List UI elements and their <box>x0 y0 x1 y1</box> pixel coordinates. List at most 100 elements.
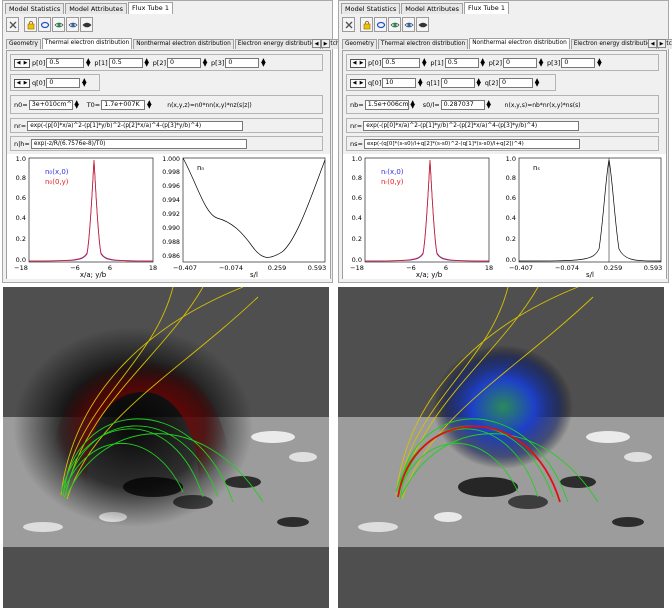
t0-field[interactable]: 1.7e+007K <box>101 100 146 110</box>
ns-formula-field[interactable]: exp(-(q[0]*(s-s0)/l+q[2]*(s-s0)^2-(q[1]*… <box>363 139 580 149</box>
q2-spinner[interactable]: ▲ ▼ <box>534 77 540 88</box>
nr-formula-field[interactable]: exp(-(p[0]*x/a)^2-(p[1]*y/b)^2-(p[2]*x/a… <box>27 121 244 131</box>
tab-model-statistics[interactable]: Model Statistics <box>5 3 65 14</box>
p-arrows-button[interactable]: ◀ ▶ <box>350 58 366 68</box>
eye-tool-button-2[interactable] <box>66 17 79 32</box>
close-tool-button[interactable] <box>6 17 19 32</box>
plot2-xtick: 0.259 <box>268 264 287 272</box>
nonthermal-source <box>433 345 573 469</box>
plot2-xlabel: s/l <box>586 271 594 279</box>
p3-field[interactable]: 0 <box>561 58 596 68</box>
plot1-yticks: 0.0 0.2 0.4 0.6 0.8 1.0 <box>16 155 26 264</box>
tab-energy[interactable]: Electron energy distribution <box>570 39 658 49</box>
p0-spinner[interactable]: ▲ ▼ <box>86 57 91 68</box>
tab-flux-tube[interactable]: Flux Tube 1 <box>127 2 173 14</box>
p0-spinner[interactable]: ▲ ▼ <box>422 57 427 68</box>
q0-spinner[interactable]: ▲ ▼ <box>82 77 87 88</box>
nr-formula-field[interactable]: exp(-(p[0]*x/a)^2-(p[1]*y/b)^2-(p[2]*x/a… <box>363 121 580 131</box>
p2-spinner[interactable]: ▲ ▼ <box>538 57 544 68</box>
tab-nonthermal[interactable]: Nonthermal electron distribution <box>133 39 234 49</box>
q0-spinner[interactable]: ▲ ▼ <box>418 77 423 88</box>
p2-field[interactable]: 0 <box>167 58 202 68</box>
p1-label: p[1] <box>94 59 108 67</box>
p3-spinner[interactable]: ▲ ▼ <box>597 57 602 68</box>
n0-spinner[interactable]: ▲ ▼ <box>74 99 80 110</box>
plot1-xticks: −18 −6 6 18 <box>14 264 157 272</box>
eye-closed-tool-button[interactable] <box>416 17 429 32</box>
plot1-xtick: 6 <box>444 264 448 272</box>
q2-field[interactable]: 0 <box>499 78 534 88</box>
tab-scroll: ◀ ▶ <box>648 39 666 48</box>
plot2-xlabel: s/l <box>250 271 258 279</box>
nz-formula-field[interactable]: exp(-z/R/(6.7576e-8)/T0) <box>30 139 247 149</box>
q0-label: q[0] <box>368 79 382 87</box>
p3-spinner[interactable]: ▲ ▼ <box>261 57 266 68</box>
p3-label: p[3] <box>211 59 225 67</box>
tab-geometry[interactable]: Geometry <box>342 39 377 49</box>
nz-formula-group: n|h= exp(-z/R/(6.7576e-8)/T0) <box>10 136 323 151</box>
scroll-right-icon[interactable]: ▶ <box>657 39 666 48</box>
q0-field[interactable]: 10 <box>382 78 417 88</box>
tab-energy[interactable]: Electron energy distribution <box>234 39 322 49</box>
s0-spinner[interactable]: ▲ ▼ <box>486 99 491 110</box>
plot2-ytick: 0.8 <box>506 174 516 182</box>
lock-icon <box>363 20 370 29</box>
plot1-ytick: 1.0 <box>16 155 26 163</box>
tab-nonthermal[interactable]: Nonthermal electron distribution <box>469 38 570 49</box>
tab-thermal[interactable]: Thermal electron distribution <box>377 39 469 49</box>
yellow-field-lines <box>60 287 259 500</box>
tab-model-statistics[interactable]: Model Statistics <box>341 3 401 14</box>
p1-spinner[interactable]: ▲ ▼ <box>144 57 149 68</box>
p2-field[interactable]: 0 <box>503 58 538 68</box>
plot1-ytick: 0.6 <box>16 194 26 202</box>
density-relation: n(x,y,z)=n0*nn(x,y)*nz(s|z|) <box>167 101 252 109</box>
tab-model-attributes[interactable]: Model Attributes <box>65 3 127 14</box>
tab-geometry[interactable]: Geometry <box>6 39 41 49</box>
p3-field[interactable]: 0 <box>225 58 260 68</box>
plot1-xtick: −6 <box>70 264 80 272</box>
s0-field[interactable]: 0.287037 <box>440 100 485 110</box>
tab-thermal[interactable]: Thermal electron distribution <box>41 38 133 49</box>
scroll-right-icon[interactable]: ▶ <box>321 39 330 48</box>
n0-field[interactable]: 3e+010cm^-3 <box>28 100 73 110</box>
scroll-left-icon[interactable]: ◀ <box>648 39 657 48</box>
nb-spinner[interactable]: ▲ ▼ <box>410 99 416 110</box>
p0-field[interactable]: 0.5 <box>382 58 421 68</box>
close-tool-button[interactable] <box>342 17 355 32</box>
loop-tool-button[interactable] <box>374 17 387 32</box>
p1-field[interactable]: 0.5 <box>108 58 143 68</box>
p-arrows-button[interactable]: ◀ ▶ <box>14 58 30 68</box>
lock-tool-button[interactable] <box>24 17 37 32</box>
plot2-ytick: 0.986 <box>162 253 180 260</box>
p1-spinner[interactable]: ▲ ▼ <box>480 57 485 68</box>
lock-tool-button[interactable] <box>360 17 373 32</box>
eye-closed-tool-button[interactable] <box>80 17 93 32</box>
plot1-ytick: 0.0 <box>352 256 362 264</box>
p2-spinner[interactable]: ▲ ▼ <box>202 57 208 68</box>
loop-icon <box>376 21 385 28</box>
scroll-left-icon[interactable]: ◀ <box>312 39 321 48</box>
t0-spinner[interactable]: ▲ ▼ <box>146 99 152 110</box>
plot2-xtick: −0.074 <box>555 264 579 272</box>
p0-field[interactable]: 0.5 <box>46 58 85 68</box>
loop-tool-button[interactable] <box>38 17 51 32</box>
q0-field[interactable]: 0 <box>46 78 81 88</box>
close-icon <box>9 21 16 28</box>
q-arrows-button[interactable]: ◀ ▶ <box>350 78 366 88</box>
q-params-group: ◀ ▶ q[0] 10 ▲ ▼ q[1] 0 ▲ ▼ q[2] 0 ▲ ▼ <box>346 74 556 91</box>
q1-spinner[interactable]: ▲ ▼ <box>476 77 481 88</box>
p1-field[interactable]: 0.5 <box>444 58 479 68</box>
top-tabs: Model Statistics Model Attributes Flux T… <box>5 2 174 15</box>
eye-tool-button-2[interactable] <box>402 17 415 32</box>
nr-formula-group: nr= exp(-(p[0]*x/a)^2-(p[1]*y/b)^2-(p[2]… <box>10 118 323 133</box>
eye-tool-button-1[interactable] <box>52 17 65 32</box>
tab-flux-tube[interactable]: Flux Tube 1 <box>463 2 509 14</box>
eye-tool-button-1[interactable] <box>388 17 401 32</box>
q1-field[interactable]: 0 <box>440 78 475 88</box>
plot1-curve-y <box>364 159 490 262</box>
q-arrows-button[interactable]: ◀ ▶ <box>14 78 30 88</box>
eye-icon <box>404 22 413 27</box>
nb-field[interactable]: 1.5e+006cm^-3 <box>364 100 409 110</box>
tab-model-attributes[interactable]: Model Attributes <box>401 3 463 14</box>
plot1-xtick: −18 <box>350 264 364 272</box>
